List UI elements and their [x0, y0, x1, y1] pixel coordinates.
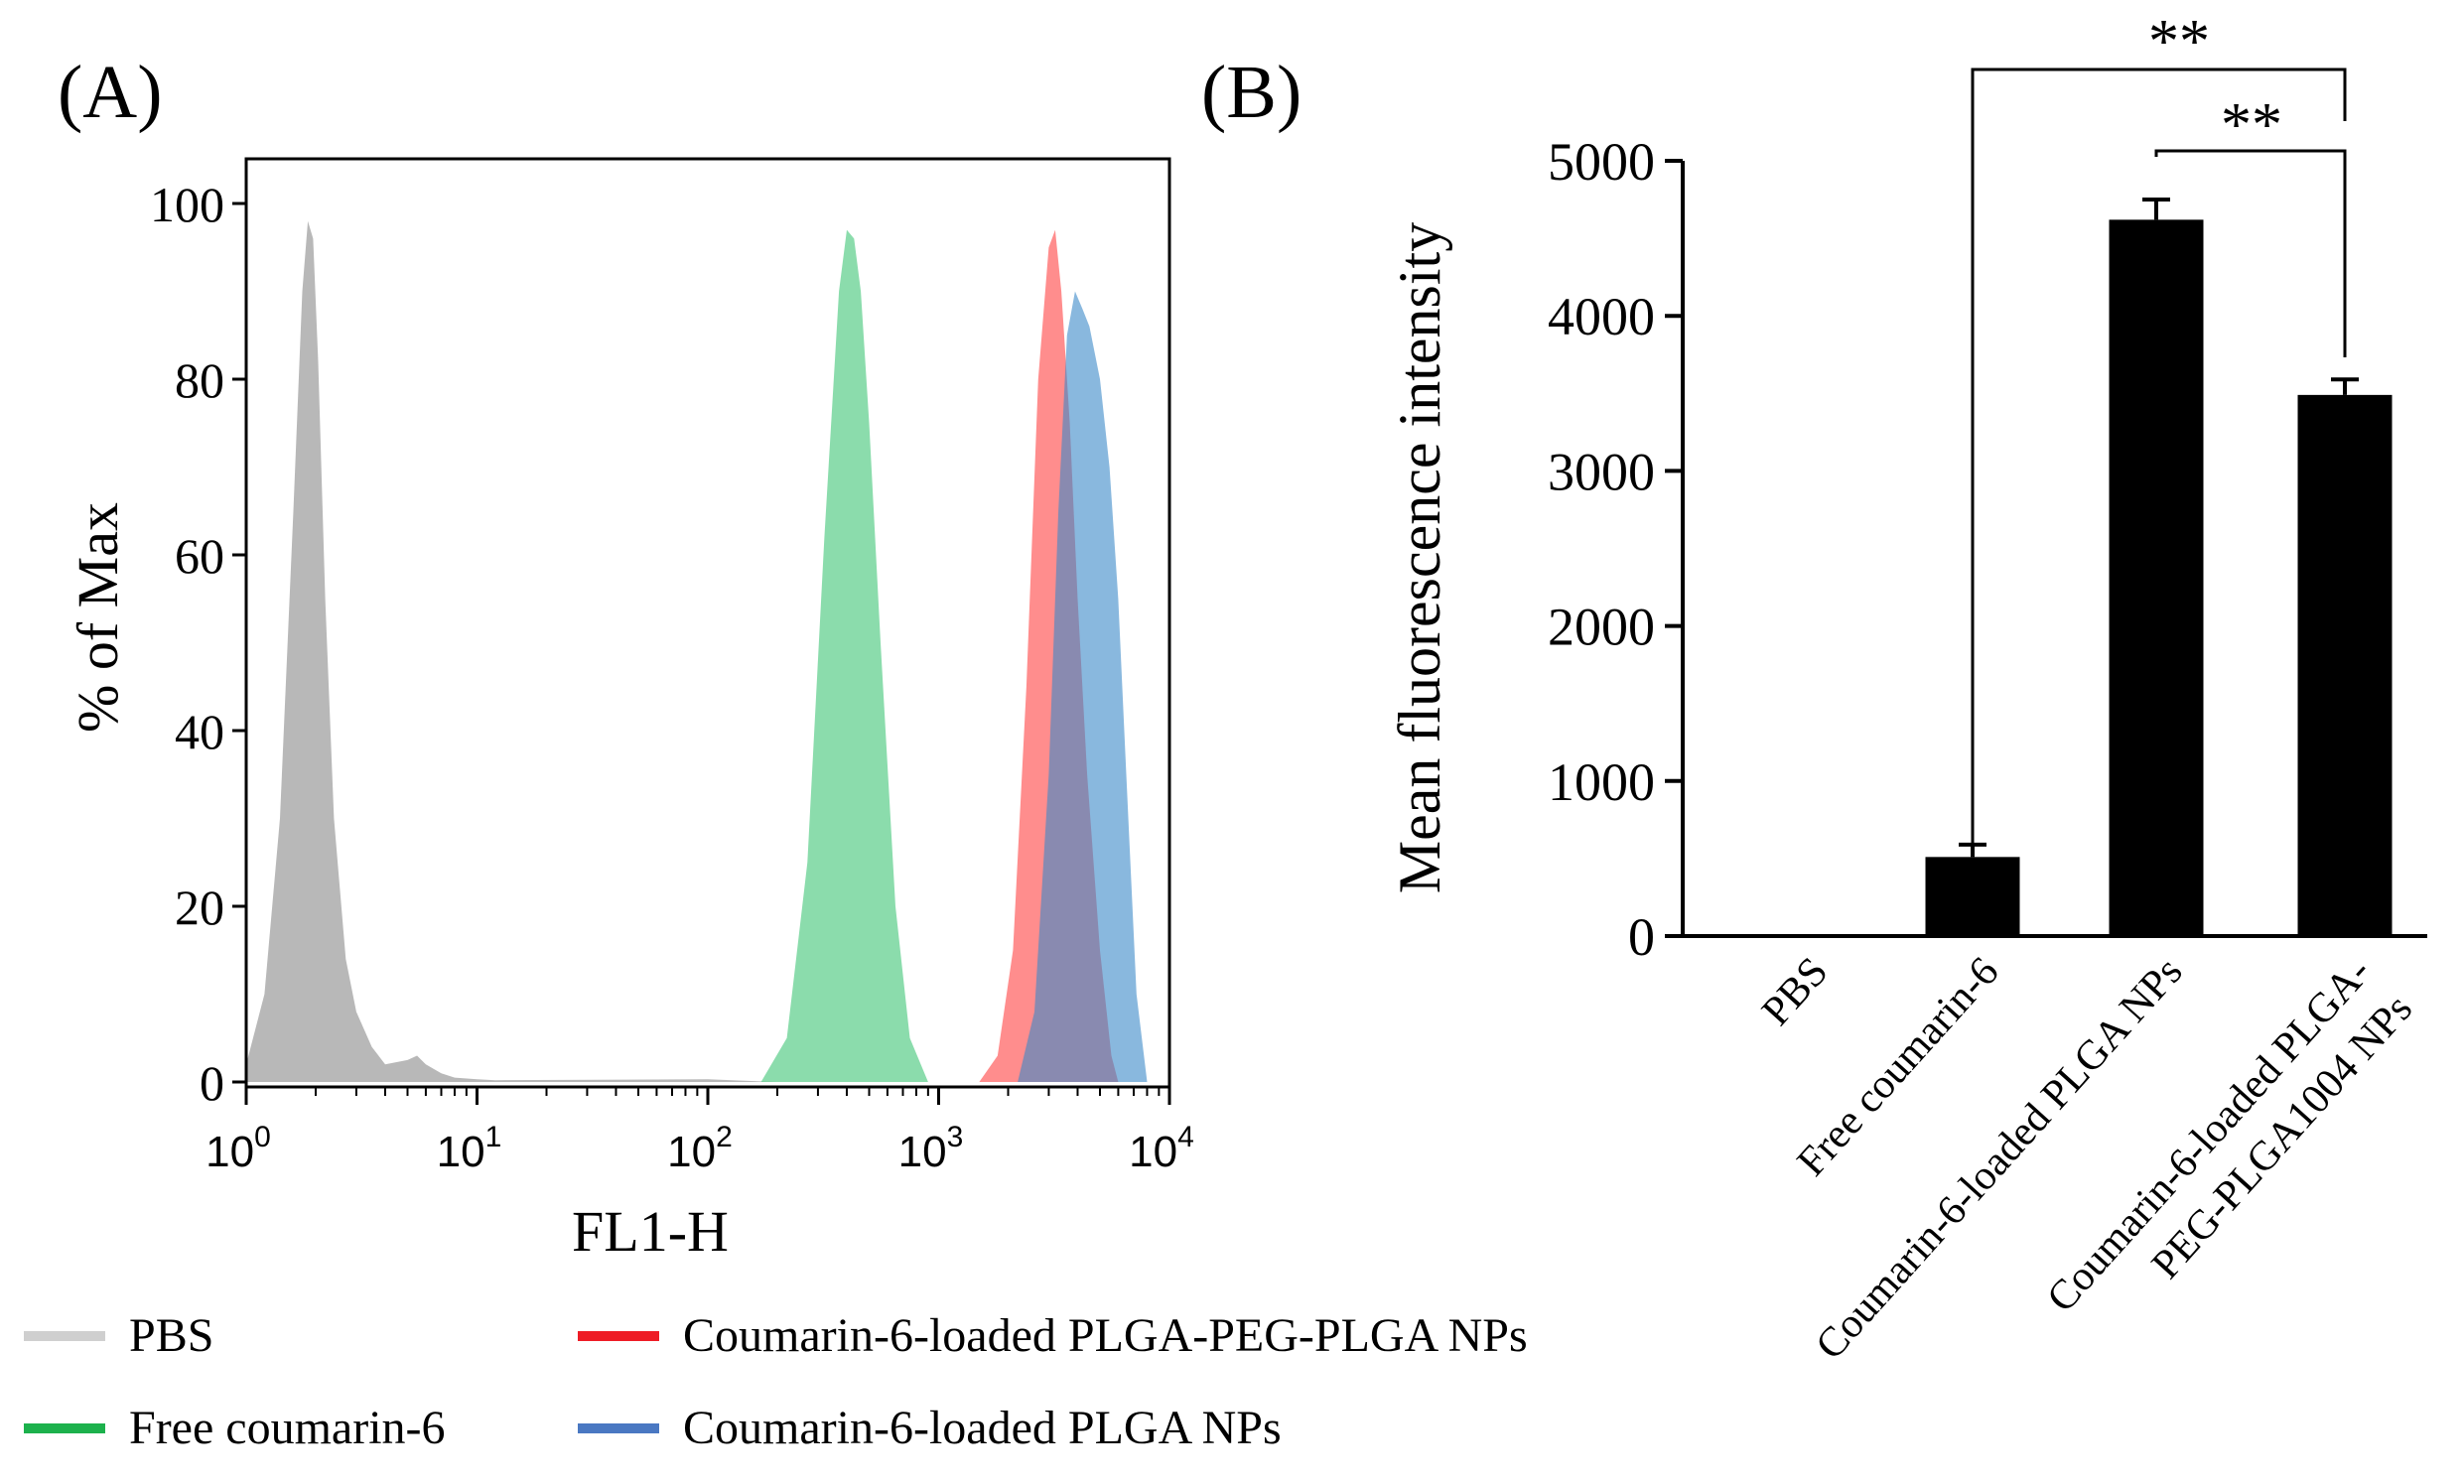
axes [1681, 161, 2427, 938]
y-tick-label: 2000 [1548, 598, 1655, 657]
significance-label: ** [2148, 8, 2210, 75]
legend-label: PBS [129, 1309, 214, 1362]
y-tick-label: 4000 [1548, 287, 1655, 346]
histogram-free-coumarin-6 [760, 229, 928, 1083]
legend-swatch [578, 1330, 659, 1341]
x-tick-label: 103 [898, 1121, 964, 1176]
legend-item-pbs: PBS [24, 1308, 213, 1363]
legend-item-free-coumarin: Free coumarin-6 [24, 1401, 446, 1455]
y-tick-label: 0 [200, 1055, 224, 1111]
x-tick-label: 102 [667, 1121, 733, 1176]
y-tick-label: 20 [175, 879, 224, 935]
legend-swatch [578, 1422, 659, 1433]
panel-a-histogram: (A) 0 20 40 60 80 100 100 101 102 103 104 FL1-H %… [58, 51, 1194, 1264]
x-tick-label: Coumarin-6-loaded PLGA NPs [1807, 949, 2191, 1369]
y-tick-label: 3000 [1548, 442, 1655, 501]
y-tick-label: 0 [1628, 907, 1655, 967]
significance-bracket [2154, 149, 2347, 357]
y-tick-label: 100 [150, 177, 224, 232]
legend-item-plga-nps: Coumarin-6-loaded PLGA NPs [578, 1401, 1282, 1455]
y-tick-label: 5000 [1548, 132, 1655, 192]
significance-bracket [1971, 67, 2347, 854]
y-tick-label: 40 [175, 704, 224, 759]
bars [1925, 198, 2393, 936]
bar [2297, 394, 2393, 936]
legend-label: Coumarin-6-loaded PLGA-PEG-PLGA NPs [683, 1309, 1528, 1362]
x-tick-label: 100 [205, 1121, 271, 1176]
y-tick-label: 80 [175, 352, 224, 408]
legend-item-plga-peg-plga: Coumarin-6-loaded PLGA-PEG-PLGA NPs [578, 1308, 1528, 1363]
significance-label: ** [2221, 91, 2282, 159]
x-tick-label: Coumarin-6-loaded PLGA-PEG-PLGA1004 NPs [2038, 949, 2421, 1358]
panel-b-label: (B) [1201, 51, 1301, 134]
legend-label: Coumarin-6-loaded PLGA NPs [683, 1402, 1282, 1454]
histogram-pbs [246, 220, 777, 1082]
panel-b-bar-chart: (B) Mean fluorescence intensity 0 1000 200… [1201, 8, 2427, 1369]
legend-label: Free coumarin-6 [129, 1402, 446, 1454]
x-axis-label: FL1-H [572, 1199, 729, 1264]
y-axis-label: % of Max [66, 502, 130, 733]
y-axis-label: Mean fluorescence intensity [1387, 222, 1452, 893]
y-tick-label: 1000 [1548, 752, 1655, 812]
x-tick-label: 101 [437, 1121, 502, 1176]
histogram-coumarin-6-loaded-plga-nps [1018, 291, 1148, 1082]
legend-swatch [24, 1422, 105, 1433]
bar [2109, 219, 2204, 936]
x-tick-label: PBS [1753, 949, 1837, 1034]
y-tick-label: 60 [175, 528, 224, 584]
y-axis-ticks: 0 20 40 60 80 100 [150, 177, 246, 1111]
significance-brackets: **** [1971, 8, 2347, 854]
panel-a-label: (A) [58, 51, 163, 134]
bar [1925, 857, 2020, 936]
histogram-areas [246, 220, 1148, 1083]
legend-swatch [24, 1330, 105, 1341]
x-axis-ticks: 100 101 102 103 104 [205, 1087, 1194, 1176]
x-tick-label: 104 [1129, 1121, 1194, 1176]
y-axis-ticks: 0 1000 2000 3000 4000 5000 [1548, 132, 1683, 967]
